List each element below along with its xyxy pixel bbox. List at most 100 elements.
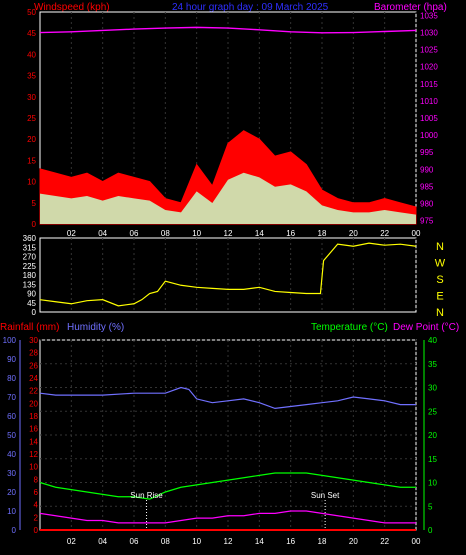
rainfall-tick-label: 2 xyxy=(34,513,39,522)
direction-tick-label: 90 xyxy=(27,290,36,299)
wind-direction-line xyxy=(39,242,417,307)
humidity-tick-label: 80 xyxy=(7,374,16,383)
windspeed-tick-label: 35 xyxy=(27,72,36,81)
barometer-tick-label: 1020 xyxy=(420,63,438,72)
wind-x-tick-label: 20 xyxy=(349,229,358,238)
direction-tick-label: 135 xyxy=(23,280,37,289)
direction-tick-label: 180 xyxy=(23,271,37,280)
humidity-tick-label: 10 xyxy=(7,507,16,516)
rainfall-tick-label: 30 xyxy=(29,336,38,345)
humidity-tick-label: 20 xyxy=(7,488,16,497)
wind-x-tick-label: 06 xyxy=(130,229,139,238)
windspeed-tick-label: 45 xyxy=(27,29,36,38)
humidity-ticks: 0 10 20 30 40 50 60 70 80 90 100 xyxy=(3,336,21,535)
wind-x-tick-label: 18 xyxy=(318,229,327,238)
windspeed-tick-label: 0 xyxy=(32,220,37,229)
wind-x-tick-label: 04 xyxy=(98,229,107,238)
temp-x-tick-label: 16 xyxy=(286,537,295,546)
temp-panel-x-ticks: 02 04 06 08 10 12 14 16 18 20 22 00 xyxy=(67,537,421,546)
barometer-tick-label: 975 xyxy=(420,217,434,226)
temperature-tick-label: 25 xyxy=(428,407,437,416)
humidity-tick-label: 30 xyxy=(7,469,16,478)
wind-x-tick-label: 16 xyxy=(286,229,295,238)
temp-x-tick-label: 22 xyxy=(380,537,389,546)
temperature-tick-label: 0 xyxy=(428,526,433,535)
direction-tick-label: 45 xyxy=(27,299,36,308)
windspeed-axis-label: Windspeed (kph) xyxy=(34,2,110,13)
windspeed-ticks: 0 5 10 15 20 25 30 35 40 45 50 xyxy=(27,8,36,229)
rainfall-tick-label: 4 xyxy=(34,501,39,510)
sun-annotations: Sun Rise Sun Set xyxy=(130,491,340,530)
temp-x-tick-label: 20 xyxy=(349,537,358,546)
temp-x-tick-label: 06 xyxy=(130,537,139,546)
rainfall-axis-label: Rainfall (mm) xyxy=(0,322,59,333)
barometer-tick-label: 1030 xyxy=(420,29,438,38)
rainfall-tick-label: 26 xyxy=(29,361,38,370)
temp-x-tick-label: 08 xyxy=(161,537,170,546)
windspeed-tick-label: 30 xyxy=(27,93,36,102)
direction-tick-label: 225 xyxy=(23,262,37,271)
compass-letter: E xyxy=(436,291,443,303)
barometer-tick-label: 980 xyxy=(420,199,434,208)
humidity-tick-label: 60 xyxy=(7,412,16,421)
chart-title: 24 hour graph day : 09 March 2025 xyxy=(172,2,329,13)
sun-annotation-label: Sun Set xyxy=(311,491,340,500)
barometer-tick-label: 1005 xyxy=(420,114,438,123)
barometer-tick-label: 985 xyxy=(420,182,434,191)
temp-x-tick-label: 00 xyxy=(412,537,421,546)
rainfall-tick-label: 8 xyxy=(34,475,39,484)
temperature-axis-label: Temperature (°C) xyxy=(311,322,388,333)
temp-panel-grid xyxy=(40,339,417,531)
windspeed-tick-label: 25 xyxy=(27,114,36,123)
wind-x-tick-label: 22 xyxy=(380,229,389,238)
humidity-axis-label: Humidity (%) xyxy=(67,322,124,333)
humidity-tick-label: 70 xyxy=(7,393,16,402)
rainfall-tick-label: 16 xyxy=(29,425,38,434)
rainfall-tick-label: 0 xyxy=(34,526,39,535)
rainfall-tick-label: 6 xyxy=(34,488,39,497)
windspeed-tick-label: 50 xyxy=(27,8,36,17)
wind-x-tick-label: 14 xyxy=(255,229,264,238)
direction-tick-label: 270 xyxy=(23,253,37,262)
direction-tick-label: 315 xyxy=(23,243,37,252)
direction-series xyxy=(39,242,417,307)
rainfall-tick-label: 22 xyxy=(29,387,38,396)
windspeed-tick-label: 10 xyxy=(27,178,36,187)
temp-x-tick-label: 04 xyxy=(98,537,107,546)
temperature-ticks: 0 5 10 15 20 25 30 35 40 xyxy=(423,336,437,535)
wind-x-tick-label: 00 xyxy=(412,229,421,238)
windspeed-tick-label: 40 xyxy=(27,50,36,59)
temperature-tick-label: 5 xyxy=(428,502,433,511)
wind-x-tick-label: 12 xyxy=(224,229,233,238)
humidity-tick-label: 90 xyxy=(7,355,16,364)
rainfall-tick-label: 18 xyxy=(29,412,38,421)
humidity-tick-label: 50 xyxy=(7,431,16,440)
direction-panel-grid xyxy=(70,238,417,312)
rainfall-tick-label: 10 xyxy=(29,463,38,472)
barometer-tick-label: 1035 xyxy=(420,11,438,20)
barometer-tick-label: 1025 xyxy=(420,46,438,55)
wind-average-area xyxy=(40,172,416,224)
rainfall-tick-label: 20 xyxy=(29,399,38,408)
temp-x-tick-label: 10 xyxy=(192,537,201,546)
series-line-2 xyxy=(39,472,416,500)
series-line-3 xyxy=(39,510,416,524)
direction-tick-label: 360 xyxy=(23,234,37,243)
wind-x-tick-label: 08 xyxy=(161,229,170,238)
compass-letter: N xyxy=(436,241,444,253)
series-line-1 xyxy=(39,386,416,410)
temp-x-tick-label: 02 xyxy=(67,537,76,546)
rainfall-tick-label: 28 xyxy=(29,349,38,358)
temp-hum-panel: Rainfall (mm) Humidity (%) Temperature (… xyxy=(0,322,459,546)
wind-baro-panel: Windspeed (kph) 24 hour graph day : 09 M… xyxy=(27,2,447,238)
windspeed-tick-label: 15 xyxy=(27,156,36,165)
barometer-tick-label: 995 xyxy=(420,148,434,157)
barometer-tick-label: 990 xyxy=(420,165,434,174)
rainfall-tick-label: 12 xyxy=(29,450,38,459)
compass-letter: S xyxy=(436,274,443,286)
